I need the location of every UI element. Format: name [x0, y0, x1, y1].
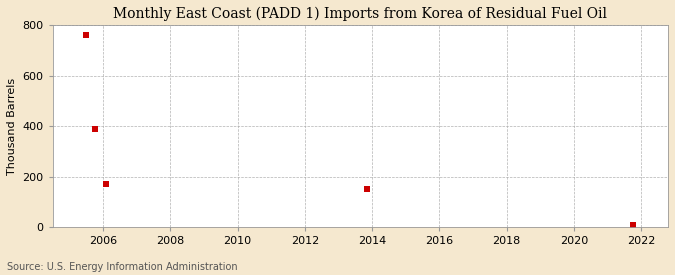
Text: Source: U.S. Energy Information Administration: Source: U.S. Energy Information Administ… [7, 262, 238, 272]
Title: Monthly East Coast (PADD 1) Imports from Korea of Residual Fuel Oil: Monthly East Coast (PADD 1) Imports from… [113, 7, 608, 21]
Y-axis label: Thousand Barrels: Thousand Barrels [7, 78, 17, 175]
